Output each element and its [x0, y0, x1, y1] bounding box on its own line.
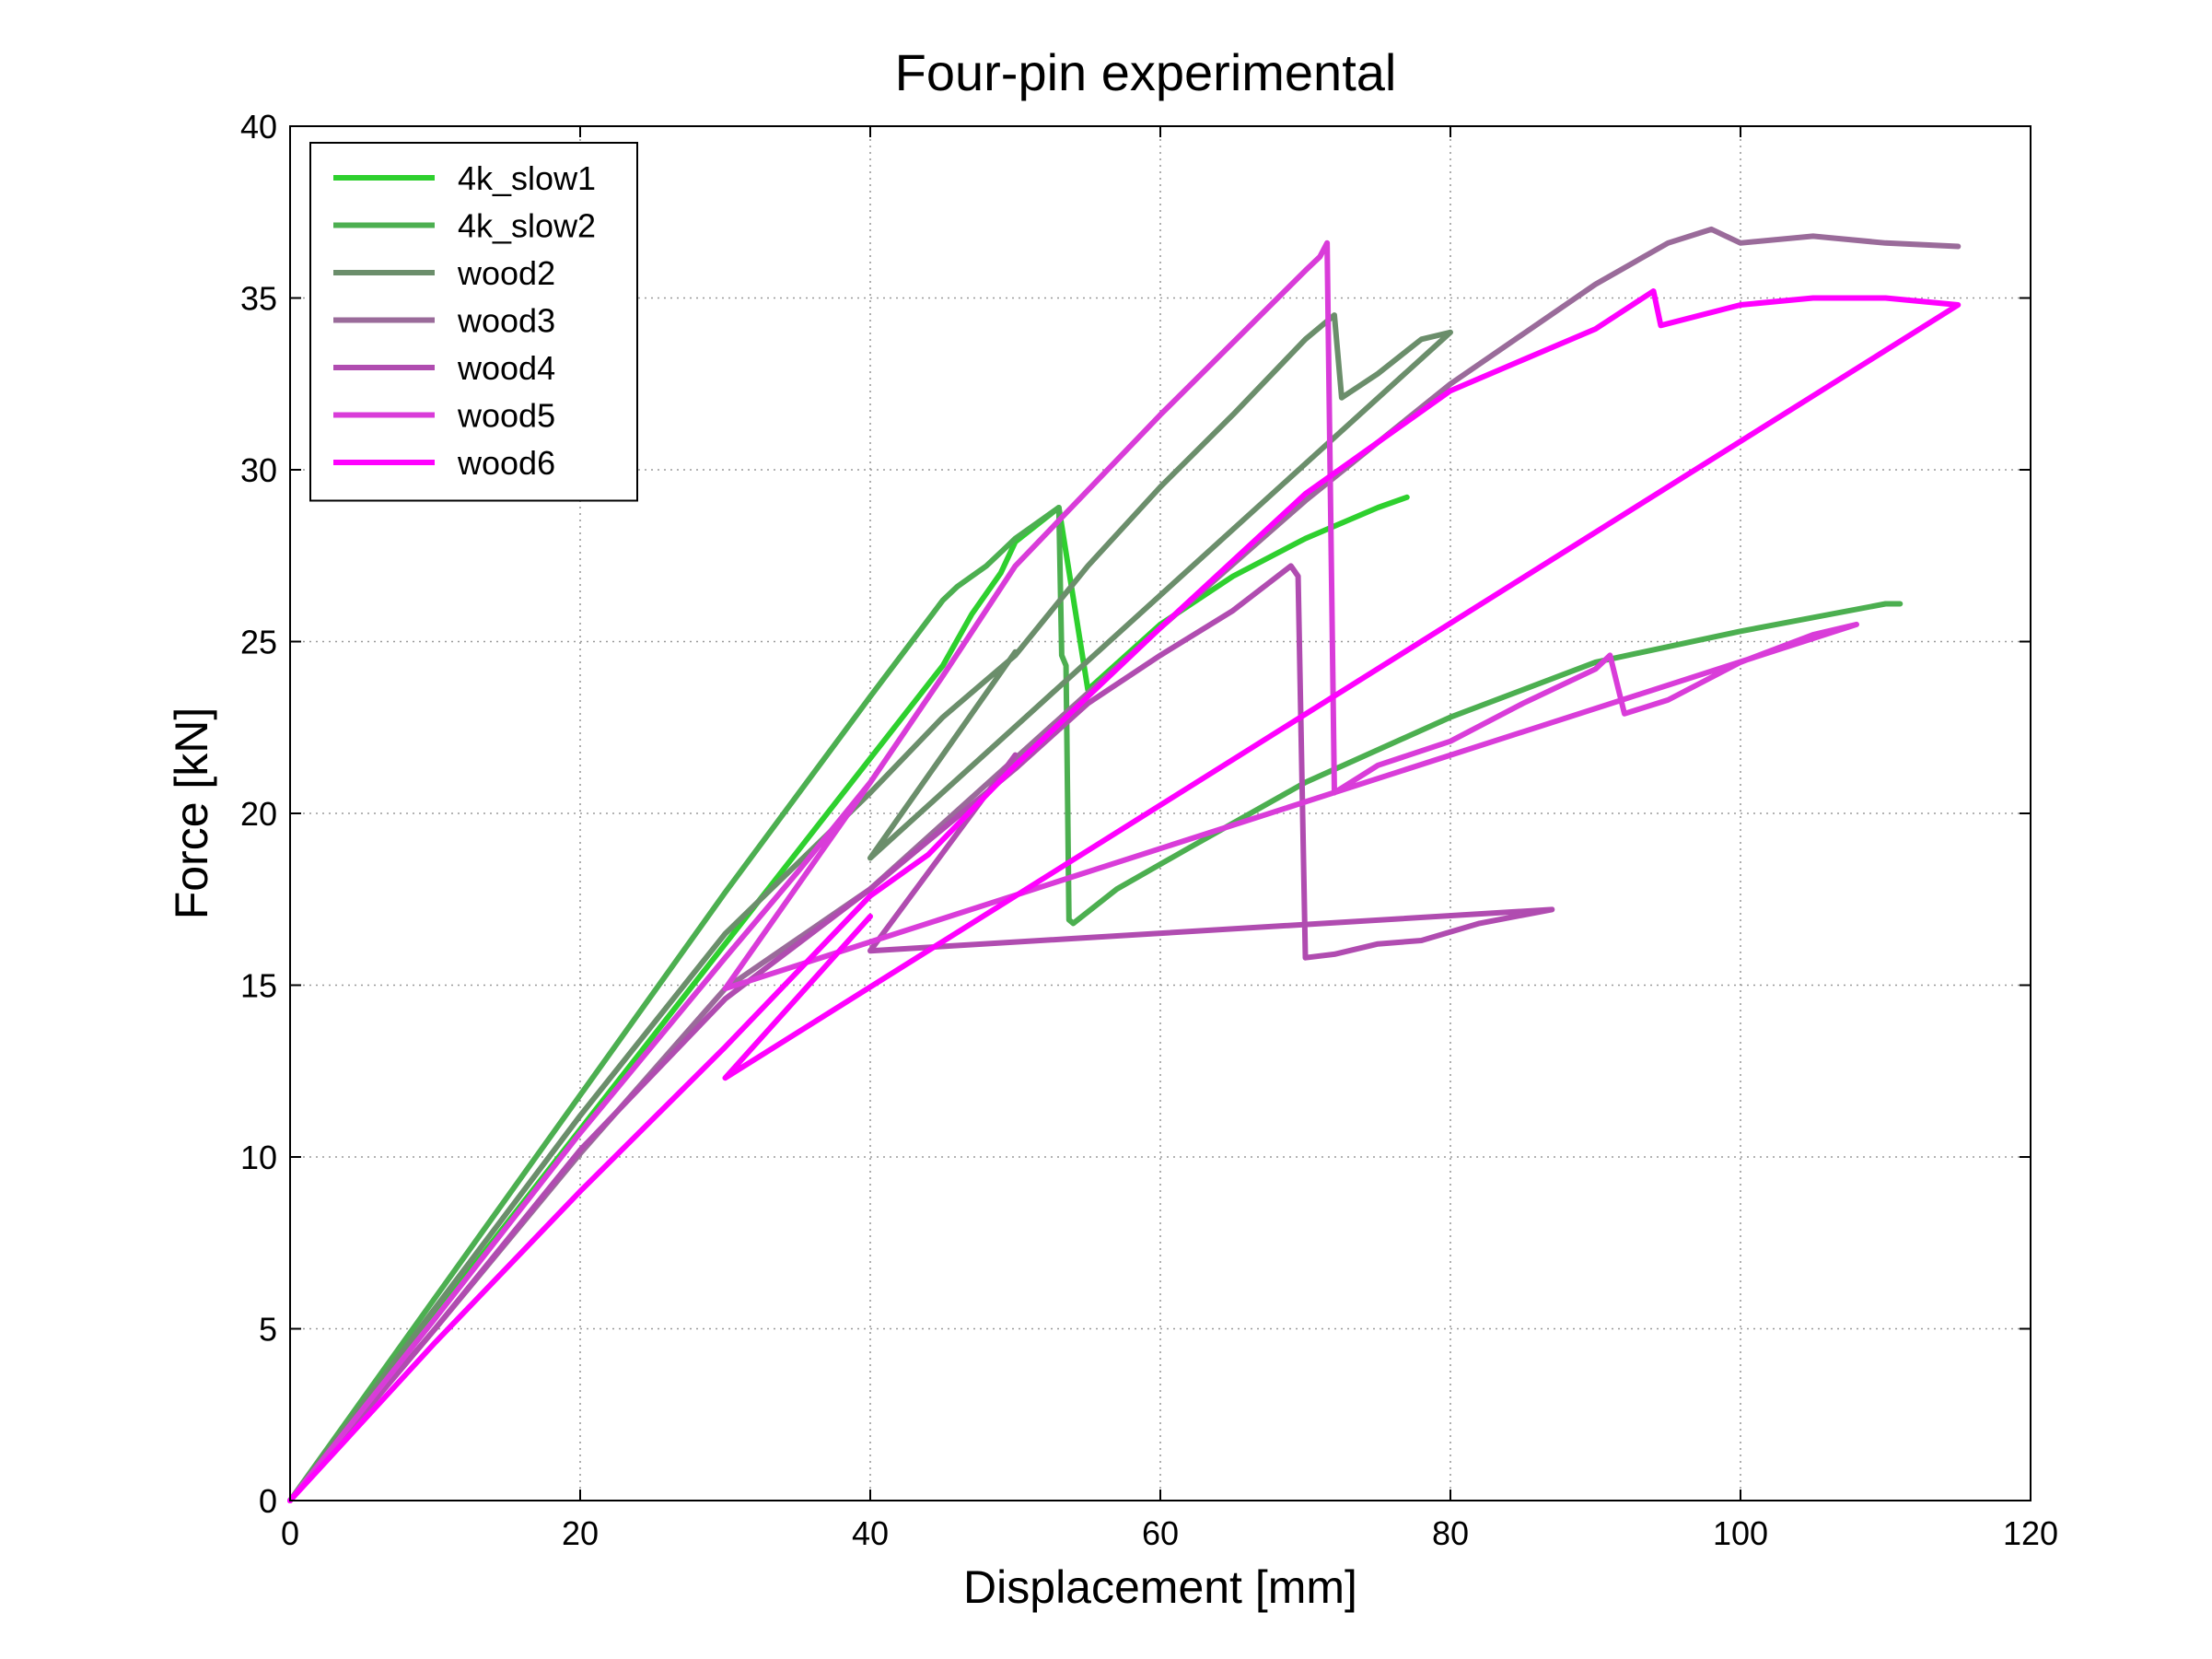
x-tick-label: 100	[1713, 1514, 1768, 1552]
legend-entry: 4k_slow2	[458, 207, 596, 245]
y-tick-label: 15	[240, 967, 277, 1005]
series-line-wood4	[287, 563, 1555, 1503]
x-tick-label: 60	[1142, 1514, 1179, 1552]
y-tick-label: 0	[259, 1482, 277, 1520]
x-tick-label: 120	[2003, 1514, 2058, 1552]
legend-entry: wood2	[457, 254, 555, 292]
y-tick-label: 5	[259, 1311, 277, 1349]
series-line-wood5	[287, 240, 1859, 1503]
series-line-4k-slow1	[287, 494, 1410, 1503]
x-tick-label: 0	[281, 1514, 299, 1552]
plot-area	[287, 226, 1962, 1503]
y-tick-label: 30	[240, 451, 277, 489]
y-tick-label: 20	[240, 795, 277, 833]
series-line-4k-slow2	[287, 505, 1903, 1503]
y-axis-label: Force [kN]	[166, 707, 217, 920]
chart-title: Four-pin experimental	[895, 43, 1397, 101]
y-tick-label: 10	[240, 1139, 277, 1176]
series-line-wood3	[287, 226, 1962, 1503]
x-tick-label: 20	[562, 1514, 599, 1552]
legend-entry: wood6	[457, 444, 555, 482]
legend-entry: wood3	[457, 302, 555, 340]
y-tick-label: 35	[240, 280, 277, 318]
series-line-wood6	[287, 288, 1962, 1503]
x-tick-label: 40	[852, 1514, 889, 1552]
x-axis-label: Displacement [mm]	[963, 1561, 1357, 1613]
series-line-wood2	[287, 312, 1453, 1503]
legend-entry: wood4	[457, 349, 555, 387]
x-tick-label: 80	[1432, 1514, 1469, 1552]
legend-entry: 4k_slow1	[458, 159, 596, 197]
y-tick-label: 40	[240, 108, 277, 146]
y-tick-label: 25	[240, 624, 277, 661]
legend: 4k_slow1 4k_slow2 wood2 wood3 wood4 wood5 wood…	[309, 142, 638, 502]
legend-entry: wood5	[457, 397, 555, 435]
axis-ticks: 0 20 40 60 80 100 120 0 5 10 15 20 25 30 35 40	[240, 108, 2058, 1552]
